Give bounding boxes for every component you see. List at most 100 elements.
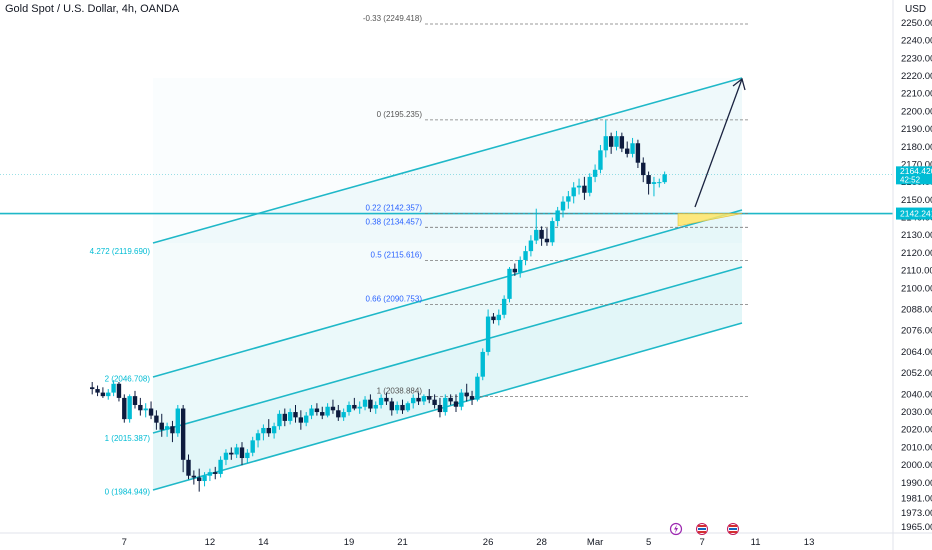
candle	[400, 399, 405, 414]
candle	[106, 389, 111, 400]
candle	[197, 468, 202, 492]
candle	[175, 404, 180, 437]
candle	[298, 410, 304, 430]
candle-body	[421, 396, 427, 402]
candle-body	[464, 392, 469, 397]
fib-level-label: -0.33 (2249.418)	[363, 14, 422, 23]
candle	[528, 235, 534, 257]
candle-body	[341, 412, 346, 418]
candle	[576, 178, 582, 195]
candle	[384, 392, 389, 405]
candle-body	[239, 447, 245, 459]
candle	[459, 389, 464, 411]
candle-body	[587, 176, 592, 193]
candle	[266, 419, 271, 437]
candle-body	[630, 143, 635, 154]
candle-body	[106, 392, 111, 397]
price-tick-label: 2010.000	[901, 442, 932, 453]
candle	[630, 137, 635, 158]
flash-icon[interactable]	[669, 522, 683, 536]
candle-body	[544, 238, 550, 243]
time-tick-label: 7	[122, 537, 127, 548]
candle	[518, 256, 523, 278]
candle	[427, 389, 432, 404]
extension-label: 2 (2046.708)	[105, 374, 151, 383]
candle-body	[501, 298, 507, 315]
candle-body	[352, 404, 357, 409]
candle-body	[384, 397, 389, 402]
candle	[191, 470, 197, 485]
price-tick-label: 2020.000	[901, 425, 932, 436]
candle-body	[287, 412, 293, 421]
candle-body	[453, 401, 459, 407]
candle	[170, 420, 175, 443]
candle-body	[608, 136, 614, 147]
candle	[555, 206, 560, 227]
price-tick-label: 2120.000	[901, 248, 932, 259]
time-tick-label: Mar	[587, 537, 603, 548]
candle-body	[207, 472, 213, 476]
candle	[309, 404, 314, 420]
us-flag-icon[interactable]	[727, 523, 739, 535]
flag-stripe	[729, 525, 737, 527]
candle-body	[405, 403, 411, 411]
candle	[271, 422, 277, 439]
candle-body	[143, 408, 148, 411]
candle-body	[298, 417, 304, 423]
candle	[443, 394, 448, 416]
candle-body	[651, 182, 657, 184]
candle-body	[378, 397, 384, 405]
candle-body	[560, 201, 566, 211]
candle	[662, 171, 667, 184]
candle	[287, 408, 293, 425]
candle	[480, 348, 485, 381]
price-tick-label: 2000.000	[901, 460, 932, 471]
us-flag-icon[interactable]	[696, 523, 708, 535]
candle-body	[512, 268, 518, 273]
flag-stripe	[698, 528, 706, 530]
price-tick-label: 2130.000	[901, 230, 932, 241]
fib-level-label: 0.22 (2142.357)	[366, 203, 423, 212]
candle	[143, 403, 148, 418]
candle	[239, 442, 245, 466]
price-tick-label: 2190.000	[901, 124, 932, 135]
candle-body	[592, 169, 598, 177]
candle	[325, 403, 330, 418]
candle-body	[255, 433, 261, 441]
target-zone-triangle	[677, 213, 743, 227]
candle-body	[213, 472, 218, 474]
currency-label[interactable]: USD	[905, 4, 927, 15]
candle-body	[475, 376, 480, 400]
time-tick-label: 21	[397, 537, 408, 548]
candle	[213, 466, 218, 480]
candle	[539, 226, 544, 246]
fib-level-label: 0 (2195.235)	[377, 110, 423, 119]
candle	[464, 383, 469, 402]
candle-body	[261, 427, 266, 434]
fib-level-label: 0.38 (2134.457)	[366, 217, 423, 226]
candle	[448, 394, 453, 405]
candle-body	[394, 404, 400, 411]
candle	[132, 390, 138, 409]
candle	[202, 472, 207, 487]
candle-body	[432, 399, 437, 405]
candle-body	[175, 408, 180, 434]
candle	[512, 263, 518, 276]
candle	[357, 401, 362, 414]
candle	[186, 454, 191, 480]
extension-label: 0 (1984.949)	[105, 488, 151, 497]
candle	[432, 394, 437, 409]
price-tick-label: 1965.000	[901, 522, 932, 533]
candle	[122, 394, 127, 423]
candle-body	[427, 396, 432, 400]
price-tick-label: 1973.000	[901, 508, 932, 519]
time-tick-label: 26	[483, 537, 494, 548]
candle	[469, 390, 475, 405]
candle	[534, 208, 539, 245]
price-tick-label: 2170.000	[901, 159, 932, 170]
candle	[362, 396, 368, 411]
candle	[560, 196, 566, 218]
candle-body	[662, 174, 667, 183]
price-tick-label: 2210.000	[901, 89, 932, 100]
